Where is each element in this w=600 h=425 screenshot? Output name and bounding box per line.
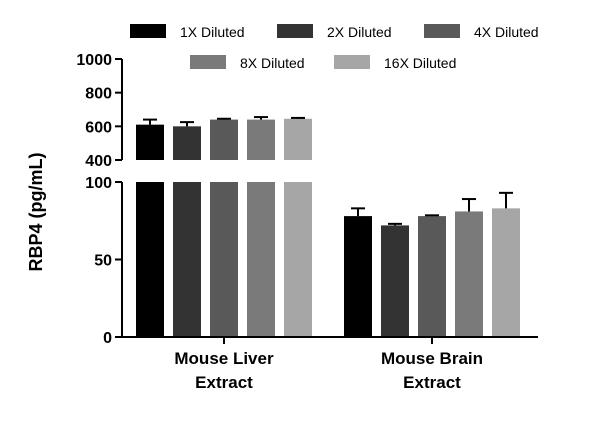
y-tick-label: 50 — [94, 253, 112, 270]
bar — [418, 216, 446, 337]
legend-swatch — [424, 24, 460, 38]
y-axis-title: RBP4 (pg/mL) — [26, 152, 46, 271]
axes: 0 50 100 400 600 800 1000 Mouse Liver Extract Mou… — [76, 52, 538, 392]
legend-label: 1X Diluted — [180, 24, 245, 40]
legend-label: 2X Diluted — [327, 24, 392, 40]
legend-swatch — [190, 55, 226, 69]
bar — [136, 182, 164, 337]
bar — [210, 119, 238, 160]
x-tick-label: Extract — [403, 373, 461, 392]
bar — [247, 119, 275, 160]
legend-swatch — [334, 55, 370, 69]
legend-label: 8X Diluted — [240, 55, 305, 71]
bars — [136, 116, 520, 337]
legend-swatch — [277, 24, 313, 38]
bar — [136, 124, 164, 160]
bar — [173, 126, 201, 160]
bar — [247, 182, 275, 337]
y-tick-label: 400 — [85, 153, 112, 170]
y-tick-label: 1000 — [76, 52, 112, 69]
bar — [492, 208, 520, 337]
bar — [210, 182, 238, 337]
bar — [381, 225, 409, 337]
y-tick-label: 800 — [85, 86, 112, 103]
bar — [284, 118, 312, 160]
bar — [284, 182, 312, 337]
y-tick-label: 0 — [103, 330, 112, 347]
bar — [455, 211, 483, 337]
legend: 1X Diluted 2X Diluted 4X Diluted 8X Diluted… — [130, 24, 539, 71]
x-tick-label: Mouse Brain — [381, 349, 483, 368]
legend-swatch — [130, 24, 166, 38]
legend-label: 4X Diluted — [474, 24, 539, 40]
legend-label: 16X Diluted — [384, 55, 456, 71]
y-tick-label: 100 — [85, 175, 112, 192]
bar — [173, 182, 201, 337]
y-tick-label: 600 — [85, 119, 112, 136]
bar — [344, 216, 372, 337]
x-tick-label: Extract — [195, 373, 253, 392]
x-tick-label: Mouse Liver — [174, 349, 274, 368]
